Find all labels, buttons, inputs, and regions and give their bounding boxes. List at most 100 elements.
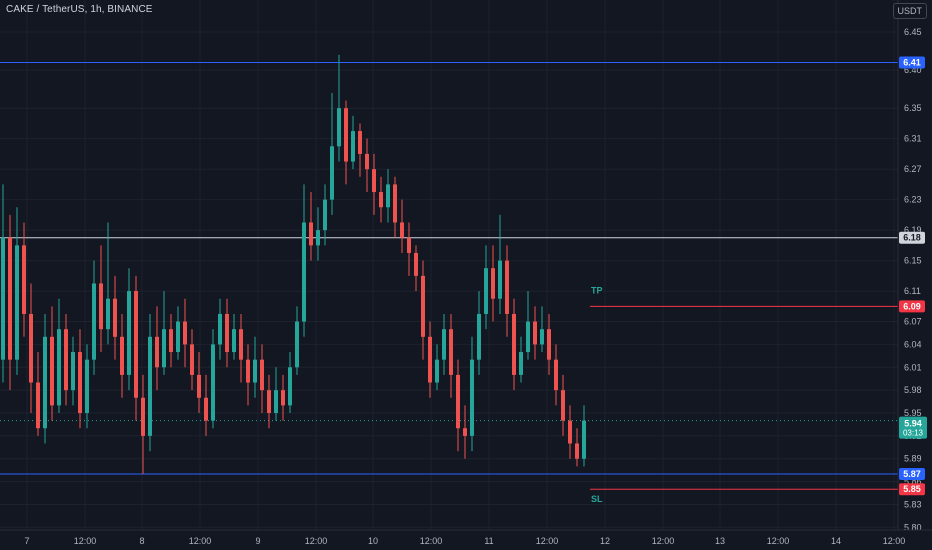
candle-body (232, 329, 236, 353)
level-price-label: 5.87 (903, 469, 921, 479)
current-price-label: 5.94 (904, 419, 922, 429)
level-price-badge (899, 483, 925, 496)
level-price-badge (899, 467, 925, 480)
candle-body (29, 313, 33, 383)
candle-body (190, 344, 194, 375)
x-tick-label: 12:00 (767, 536, 790, 546)
candle-body (274, 390, 278, 413)
time-axis-labels: 7 12:00 8 12:00 9 12:00 10 12:00 11 12:00 12 12:00 1… (24, 536, 905, 546)
candle-body (92, 283, 96, 360)
x-tick-label: 12:00 (420, 536, 443, 546)
candle-body (554, 359, 558, 391)
x-tick-label: 12:00 (74, 536, 97, 546)
y-tick-label: 6.31 (904, 134, 922, 144)
candle-body (260, 359, 264, 391)
candle-body (365, 153, 369, 170)
candle-body (43, 336, 47, 429)
bar-countdown-label: 03:13 (903, 429, 924, 438)
candle-body (113, 298, 117, 337)
y-tick-label: 5.98 (904, 385, 922, 395)
level-annotation: SL (591, 494, 603, 504)
candle-body (582, 420, 586, 459)
level-price-label: 6.09 (903, 301, 921, 311)
candle-body (50, 336, 54, 406)
y-tick-label: 5.89 (904, 454, 922, 464)
candle-body (36, 382, 40, 429)
y-tick-label: 5.80 (904, 522, 922, 532)
candle-body (512, 313, 516, 375)
candle-body (463, 428, 467, 436)
candle-body (78, 352, 82, 413)
candle-body (575, 443, 579, 459)
candle-body (386, 184, 390, 208)
candle-body (267, 390, 271, 413)
candle-body (197, 374, 201, 398)
x-tick-label: 11 (484, 536, 493, 546)
candle-body (337, 108, 341, 147)
candle-body (204, 397, 208, 421)
candle-body (442, 329, 446, 360)
candle-body (218, 313, 222, 345)
candle-body (449, 329, 453, 375)
candle-body (477, 313, 481, 360)
candle-body (421, 275, 425, 337)
candle-body (85, 359, 89, 413)
candle-body (169, 329, 173, 353)
x-tick-label: 12 (600, 536, 610, 546)
candle-body (323, 199, 327, 231)
x-tick-label: 13 (715, 536, 725, 546)
candle-body (99, 283, 103, 330)
candle-body (393, 184, 397, 223)
chart-title: CAKE / TetherUS, 1h, BINANCE (6, 4, 153, 15)
candle-body (540, 329, 544, 345)
y-tick-label: 6.35 (904, 103, 922, 113)
level-annotation: TP (591, 285, 603, 295)
y-tick-label: 6.19 (904, 225, 922, 235)
current-price-badge (899, 416, 927, 439)
candle-body (351, 131, 355, 162)
price-axis-labels: 6.45 6.40 6.35 6.31 6.27 6.23 6.19 6.15 6.11 6.07… (904, 27, 922, 532)
level-price-badge (899, 231, 925, 244)
candle-body (302, 222, 306, 322)
price-axis[interactable] (898, 0, 932, 550)
level-price-badge (899, 300, 925, 313)
candle-body (211, 344, 215, 421)
y-tick-label: 5.95 (904, 408, 922, 418)
level-price-badge (899, 56, 925, 69)
candle-body (246, 359, 250, 383)
candle-body (561, 390, 565, 421)
candle-body (358, 131, 362, 154)
x-tick-label: 12:00 (652, 536, 675, 546)
time-axis[interactable] (0, 530, 932, 550)
candle-body (400, 222, 404, 238)
candle-body (120, 336, 124, 375)
candle-body (15, 245, 19, 360)
candle-body (288, 367, 292, 406)
candle-body (134, 291, 138, 398)
currency-unit-button[interactable]: USDT (892, 3, 927, 19)
level-price-label: 6.41 (903, 57, 921, 67)
y-tick-label: 6.27 (904, 164, 922, 174)
x-tick-label: 12:00 (883, 536, 906, 546)
candle-body (498, 260, 502, 299)
y-tick-label: 6.45 (904, 27, 922, 37)
candle-body (148, 336, 152, 436)
candle-body (491, 268, 495, 299)
candle-body (519, 352, 523, 375)
candle-body (225, 313, 229, 353)
candle-body (526, 321, 530, 353)
candle-body (547, 329, 551, 360)
candle-body (162, 329, 166, 368)
candle-body (8, 237, 12, 360)
candle-body (57, 329, 61, 406)
candle-body (533, 321, 537, 345)
y-tick-label: 6.15 (904, 256, 922, 266)
price-levels: TP SL (0, 61, 898, 504)
candle-body (239, 329, 243, 360)
candle-body (141, 397, 145, 436)
candle-body (155, 336, 159, 368)
candle-body (281, 390, 285, 406)
